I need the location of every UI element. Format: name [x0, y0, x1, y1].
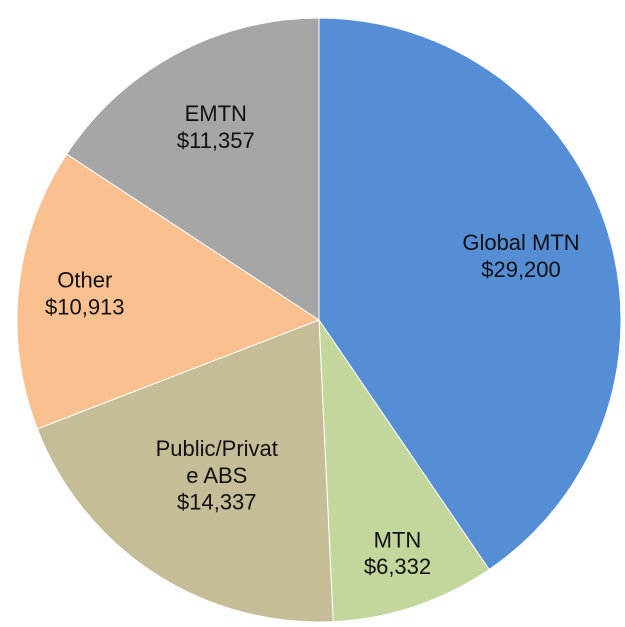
slice-value-label: $14,337 [177, 490, 257, 515]
slice-value-label: $11,357 [177, 128, 255, 153]
pie-slice [36, 319, 334, 623]
slice-value-label: $6,332 [364, 554, 431, 579]
slice-value-label: $29,200 [481, 257, 561, 282]
slice-category-label: MTN [374, 527, 422, 552]
slice-category-label: Public/Privat e ABS [156, 436, 278, 488]
pie-slice [318, 17, 622, 571]
slice-category-label: Global MTN [462, 230, 579, 255]
slice-category-label: EMTN [185, 101, 247, 126]
pie-slice [65, 17, 320, 321]
slice-category-label: Other [57, 267, 112, 292]
slice-value-label: $10,913 [45, 294, 125, 319]
pie-slice [16, 153, 321, 430]
pie-slice [318, 318, 490, 623]
